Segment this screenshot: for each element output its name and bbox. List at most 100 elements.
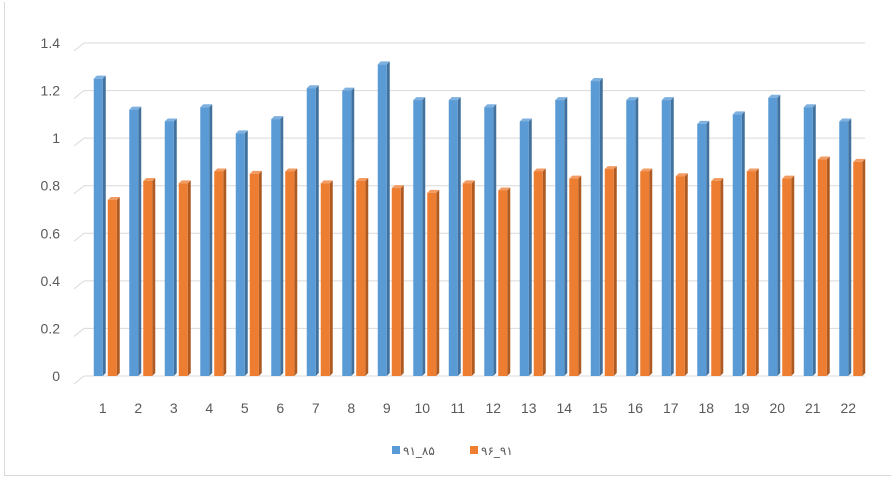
bar-series-2-cat-15 [604,169,614,376]
x-tick-label: 4 [205,400,213,416]
bar-side [116,196,120,376]
bar-side [294,168,298,376]
bar-side [706,120,710,376]
bar-series-2-cat-4 [214,171,224,376]
bar-top [498,187,511,191]
bar-series-1-cat-21 [803,107,813,376]
legend-label-series-2: ۹۶_۹۱ [481,444,513,458]
bar-series-1-cat-17 [661,100,671,376]
y-tick-label: 0.6 [41,225,61,241]
x-tick-label: 14 [556,400,572,416]
bar-side [826,156,830,376]
gridline-depth [73,232,85,242]
bar-top [519,118,532,122]
bar-top [93,75,106,79]
bar-top [853,158,866,162]
bar-side [329,180,333,376]
bar-top [626,97,639,101]
x-tick-label: 11 [450,400,465,416]
x-tick-label: 6 [276,400,284,416]
bar-top [448,97,461,101]
bar-side [720,177,724,376]
gridline-depth [73,375,85,385]
bar-top [817,156,830,160]
bar-side [457,97,461,376]
bar-top [107,196,120,200]
bar-series-1-cat-22 [839,121,849,376]
x-tick-label: 18 [698,400,714,416]
bar-series-2-cat-6 [285,171,295,376]
bar-side [755,168,759,376]
bar-side [493,104,497,376]
bar-top [569,175,582,179]
bar-series-1-cat-20 [768,97,778,376]
y-tick-label: 0.8 [41,178,61,194]
chart-frame [4,2,891,476]
bar-side [258,170,262,376]
bar-series-2-cat-9 [391,188,401,376]
bar-side [507,187,511,376]
bar-top [164,118,177,122]
bar-top [661,97,674,101]
bar-side [613,166,617,376]
bar-top [782,175,795,179]
bar-top [803,104,816,108]
bar-side [422,97,426,376]
bar-top [604,166,617,170]
bar-series-1-cat-2 [129,109,139,376]
bar-series-2-cat-16 [640,171,650,376]
bar-series-1-cat-8 [342,90,352,377]
y-tick-label: 1.2 [41,83,61,99]
y-tick-label: 0.4 [41,273,61,289]
bar-side [351,87,355,377]
bar-series-1-cat-11 [448,100,458,376]
bar-side [386,61,390,377]
x-tick-label: 20 [769,400,785,416]
bar-side [564,97,568,376]
x-tick-label: 22 [840,400,856,416]
bar-series-2-cat-1 [107,199,117,376]
bar-side [777,94,781,376]
bar-side [173,118,177,376]
y-tick-label: 0 [52,368,60,384]
bar-side [223,168,227,376]
bar-top [377,61,390,65]
bar-side [649,168,653,376]
bar-series-1-cat-10 [413,100,423,376]
bar-top [129,106,142,110]
x-tick-label: 13 [521,400,537,416]
bars [93,61,866,377]
bar-series-2-cat-18 [711,180,721,376]
bar-series-1-cat-14 [555,100,565,376]
bar-series-1-cat-18 [697,123,707,376]
bar-side [635,97,639,376]
bar-series-1-cat-13 [519,121,529,376]
bar-side [862,158,866,376]
bar-top [675,173,688,177]
y-axis-ticks: 0 0.2 0.4 0.6 0.8 1 1.2 1.4 [41,35,61,384]
x-tick-label: 17 [663,400,679,416]
bar-top [839,118,852,122]
bar-series-2-cat-7 [320,183,330,376]
bar-side [315,85,319,376]
bar-top [533,168,546,172]
bar-side [599,78,603,377]
x-tick-label: 16 [627,400,643,416]
gridline-depth [73,90,85,99]
bar-side [244,130,248,376]
bar-series-1-cat-7 [306,88,316,376]
bar-series-1-cat-15 [590,81,600,377]
x-tick-label: 21 [805,400,821,416]
bar-series-2-cat-13 [533,171,543,376]
bar-series-1-cat-1 [93,78,103,376]
bar-series-2-cat-5 [249,173,259,376]
bar-series-2-cat-3 [178,183,188,376]
bar-series-2-cat-10 [427,192,437,376]
bar-top [640,168,653,172]
bar-series-2-cat-21 [817,159,827,376]
bar-side [365,177,369,376]
bar-top [746,168,759,172]
bar-series-1-cat-5 [235,133,245,376]
bar-series-2-cat-11 [462,183,472,376]
bar-series-1-cat-16 [626,100,636,376]
